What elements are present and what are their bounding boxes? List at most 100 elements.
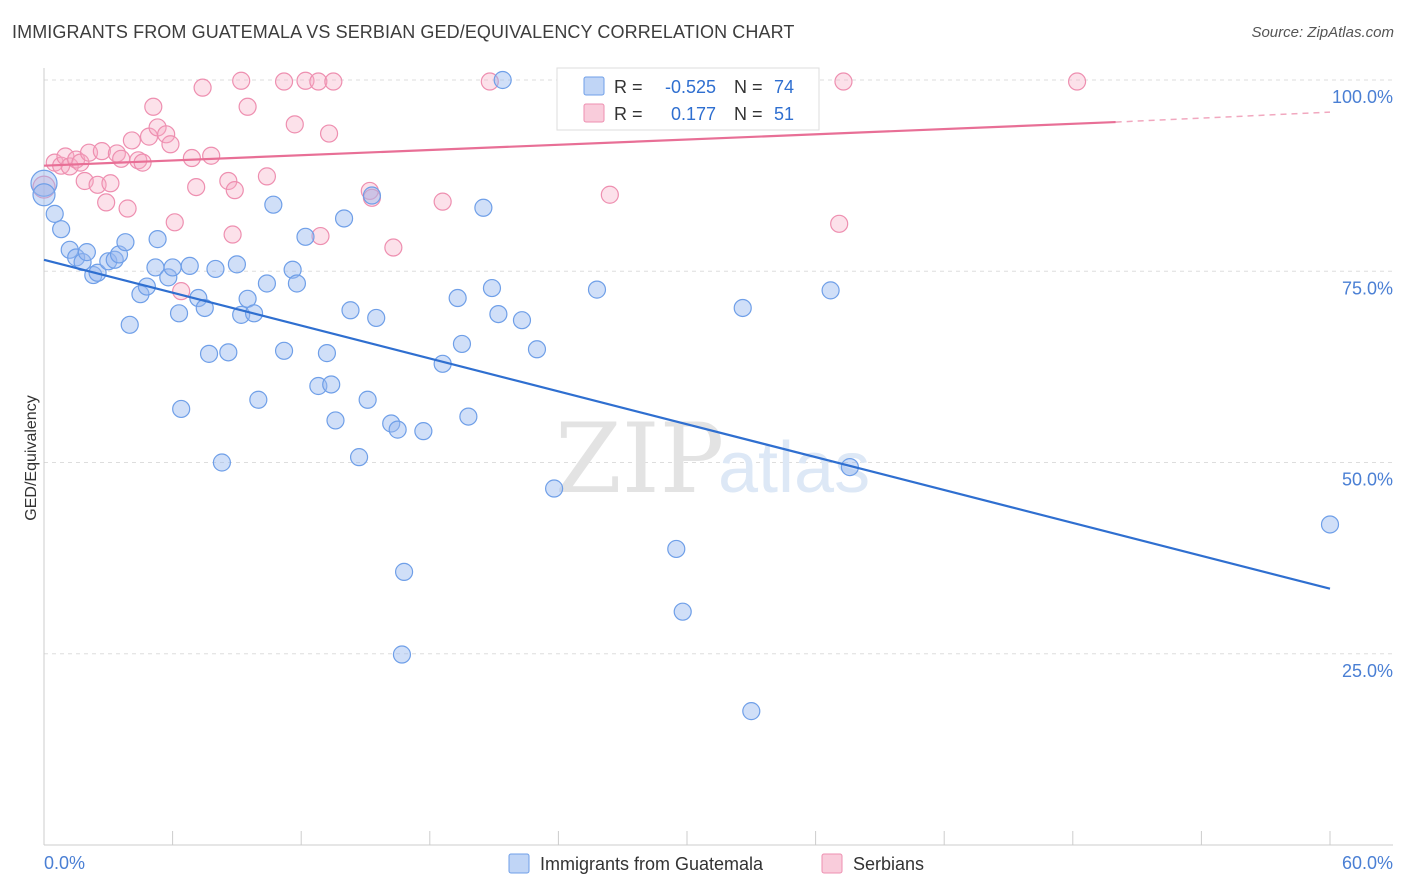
point-guatemala-46 [341,301,360,320]
x-tick-label-max: 60.0% [1342,853,1393,873]
point-guatemala-13 [116,233,135,252]
point-guatemala-40 [296,227,315,246]
point-serbians-16 [122,131,141,150]
point-serbians-27 [187,178,206,197]
source-credit: Source: ZipAtlas.com [1251,24,1394,41]
point-guatemala-54 [392,645,412,664]
point-serbians-26 [182,148,201,168]
y-tick-label-0: 100.0% [1332,87,1393,107]
point-serbians-42 [324,72,343,91]
y-tick-labels: 100.0% 75.0% 50.0% 25.0% [1332,87,1393,681]
stats-swatch-blue [583,76,605,96]
point-guatemala-18 [148,230,167,249]
point-serbians-11 [97,193,116,212]
point-guatemala-20 [163,258,182,277]
point-serbians-20 [144,97,163,116]
point-guatemala-49 [362,186,382,205]
point-guatemala-53 [394,562,414,581]
point-serbians-50 [834,72,853,91]
point-guatemala-30 [227,255,246,274]
point-serbians-34 [238,97,257,116]
point-guatemala-29 [219,343,238,362]
point-serbians-36 [274,72,294,91]
stats-swatch-pink [583,103,605,123]
point-serbians-4 [60,157,79,176]
point-serbians-37 [285,115,304,134]
legend-swatch-serbians [821,853,843,874]
trendline-serbians-extension [1115,111,1331,123]
point-guatemala-68 [667,539,686,559]
point-serbians-49 [830,214,849,233]
point-serbians-23 [161,135,180,154]
y-tick-label-3: 25.0% [1342,661,1393,681]
point-guatemala-59 [459,407,478,426]
y-tick-label-1: 75.0% [1342,278,1393,298]
legend-label-guatemala: Immigrants from Guatemala [540,854,764,874]
point-serbians-48 [600,185,619,204]
point-guatemala-39 [287,274,307,293]
stats-n-label-2: N = [734,104,763,124]
point-serbians-31 [223,225,242,244]
point-guatemala-67 [587,280,607,299]
point-serbians-24 [165,213,184,232]
point-guatemala-72 [821,281,840,300]
point-guatemala-69 [673,602,692,621]
point-guatemala-5 [67,248,86,267]
point-guatemala-42 [317,344,337,363]
point-guatemala-44 [326,411,345,430]
point-guatemala-2 [45,204,64,223]
point-serbians-33 [232,71,251,90]
point-guatemala-28 [212,453,231,472]
point-guatemala-37 [274,341,294,360]
point-guatemala-50 [367,308,386,328]
trendline-guatemala [43,258,1331,590]
stats-r-label-2: R = [614,104,643,124]
y-tick-label-2: 50.0% [1342,470,1393,490]
point-guatemala-3 [52,220,71,239]
point-guatemala-10 [99,252,118,271]
point-guatemala-7 [77,243,96,262]
y-axis-title: GED/Equivalency [23,395,40,520]
chart-title: IMMIGRANTS FROM GUATEMALA VS SERBIAN GED… [12,22,795,42]
point-guatemala-34 [249,390,268,409]
point-serbians-28 [193,78,212,97]
point-guatemala-74 [1320,515,1340,534]
stats-n-label-1: N = [734,77,763,97]
stats-n-value-1: 74 [774,77,794,97]
stats-n-value-2: 51 [774,104,794,124]
x-tick-label-min: 0.0% [44,853,85,873]
point-guatemala-26 [199,344,219,363]
point-serbians-41 [319,124,339,143]
point-guatemala-23 [180,256,199,275]
point-guatemala-45 [334,209,354,228]
point-guatemala-36 [264,195,283,214]
point-guatemala-63 [493,70,512,90]
watermark: ZIP atlas [555,403,870,515]
stats-r-value-2: 0.177 [671,104,716,124]
point-serbians-39 [309,72,328,91]
point-guatemala-71 [742,702,761,721]
point-guatemala-47 [349,448,369,467]
point-serbians-15 [118,199,137,218]
point-guatemala-66 [545,479,564,498]
point-guatemala-14 [120,315,139,334]
stats-box: R = -0.525 N = 74 R = 0.177 N = 51 [556,67,820,131]
point-guatemala-27 [206,259,225,279]
point-guatemala-57 [448,288,467,308]
point-guatemala-55 [414,422,433,441]
point-serbians-38 [296,71,315,90]
point-guatemala-65 [527,340,547,359]
trend-layer [43,111,1331,590]
point-guatemala-64 [512,311,532,330]
point-guatemala-48 [358,390,377,409]
point-serbians-10 [92,142,111,161]
legend-label-serbians: Serbians [853,854,924,874]
stats-r-value-1: -0.525 [665,77,716,97]
point-serbians-46 [433,192,452,211]
trendline-serbians [43,120,1116,167]
point-serbians-22 [157,125,176,144]
point-guatemala-22 [172,399,191,419]
point-serbians-30 [219,171,238,191]
point-guatemala-1 [32,183,56,207]
